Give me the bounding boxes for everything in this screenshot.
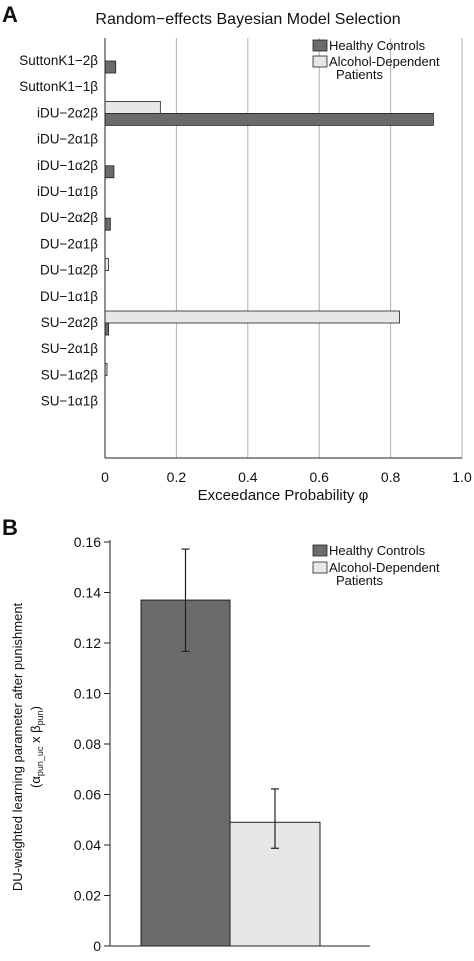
y-tick-label-b: 0.14 <box>74 585 101 601</box>
x-tick-label-a: 0.4 <box>238 469 258 485</box>
y-tick-label-b: 0.12 <box>74 635 101 651</box>
chart-b-y-tick-labels: 0 0.02 0.04 0.06 0.08 0.10 0.12 0.14 0.16 <box>74 534 110 954</box>
chart-a-x-label: Exceedance Probability φ <box>198 487 369 504</box>
chart-a-legend: Healthy Controls Alcohol-Dependent Patie… <box>312 38 440 82</box>
category-label-a: DU−1α1β <box>40 289 98 304</box>
bar-b-healthy <box>140 599 231 947</box>
chart-a-x-tick-labels: 0 0.2 0.4 0.6 0.8 1.0 <box>101 469 472 485</box>
x-tick-label-a: 0.6 <box>309 469 329 485</box>
x-tick-label-a: 0 <box>101 469 109 485</box>
bar-a-healthy <box>104 113 434 126</box>
y-tick-label-b: 0.08 <box>74 736 101 752</box>
y-tick-label-b: 0 <box>93 938 101 954</box>
y-tick-label-b: 0.04 <box>74 837 101 853</box>
error-bar-b-alcohol <box>271 788 279 849</box>
category-label-a: iDU−1α1β <box>37 184 98 199</box>
category-label-a: DU−2α2β <box>40 210 98 225</box>
legend-b-alcohol-label: Alcohol-Dependent <box>329 560 440 575</box>
category-label-a: SU−1α1β <box>41 394 98 409</box>
error-bar-b-healthy <box>181 548 190 652</box>
category-label-a: DU−1α2β <box>40 263 98 278</box>
legend-b-healthy-swatch <box>312 544 328 557</box>
category-label-a: iDU−2α1β <box>37 132 98 147</box>
category-label-a: SuttonK1−2β <box>19 53 98 68</box>
legend-a-alcohol-label-2: Patients <box>336 67 383 82</box>
y-tick-label-b: 0.16 <box>74 534 101 550</box>
category-label-a: SU−1α2β <box>41 367 98 382</box>
bar-a-alcohol <box>104 101 161 114</box>
chart-a-category-labels: SuttonK1−2β SuttonK1−1β iDU−2α2β iDU−2α1β iD… <box>19 53 98 409</box>
category-label-a: SuttonK1−1β <box>19 79 98 94</box>
panel-a-letter: A <box>2 2 18 27</box>
legend-a-alcohol-label: Alcohol-Dependent <box>329 54 440 69</box>
legend-a-healthy-label: Healthy Controls <box>329 38 426 53</box>
bar-a-alcohol <box>104 310 400 324</box>
legend-b-alcohol-swatch <box>312 561 328 574</box>
panel-b-letter: B <box>2 515 18 540</box>
x-tick-label-a: 1.0 <box>452 469 472 485</box>
bar-a-alcohol <box>104 258 109 272</box>
bar-a-healthy <box>104 60 117 74</box>
category-label-a: DU−2α1β <box>40 236 98 251</box>
category-label-a: iDU−2α2β <box>37 105 98 120</box>
legend-a-healthy-swatch <box>312 39 328 52</box>
chart-b-legend: Healthy Controls Alcohol-Dependent Patie… <box>312 543 440 588</box>
chart-b-bars <box>140 548 321 947</box>
chart-a-title: Random−effects Bayesian Model Selection <box>95 11 400 28</box>
y-tick-label-b: 0.06 <box>74 787 101 803</box>
bar-a-healthy <box>104 217 111 231</box>
x-tick-label-a: 0.8 <box>381 469 401 485</box>
chart-b-y-label: DU-weighted learning parameter after pun… <box>10 602 25 891</box>
legend-a-alcohol-swatch <box>312 55 328 68</box>
y-tick-label-b: 0.02 <box>74 888 101 904</box>
x-tick-label-a: 0.2 <box>167 469 187 485</box>
bar-a-healthy <box>104 322 109 336</box>
chart-a-bars <box>104 60 434 376</box>
legend-b-alcohol-label-2: Patients <box>336 573 383 588</box>
y-tick-label-b: 0.10 <box>74 686 101 702</box>
category-label-a: SU−2α2β <box>41 315 98 330</box>
chart-a-gridlines <box>175 38 463 458</box>
chart-b-y-label-2: (αpun_uc x βpun) <box>28 706 45 788</box>
bar-a-healthy <box>104 165 115 179</box>
category-label-a: SU−2α1β <box>41 341 98 356</box>
category-label-a: iDU−1α2β <box>37 158 98 173</box>
legend-b-healthy-label: Healthy Controls <box>329 543 426 558</box>
